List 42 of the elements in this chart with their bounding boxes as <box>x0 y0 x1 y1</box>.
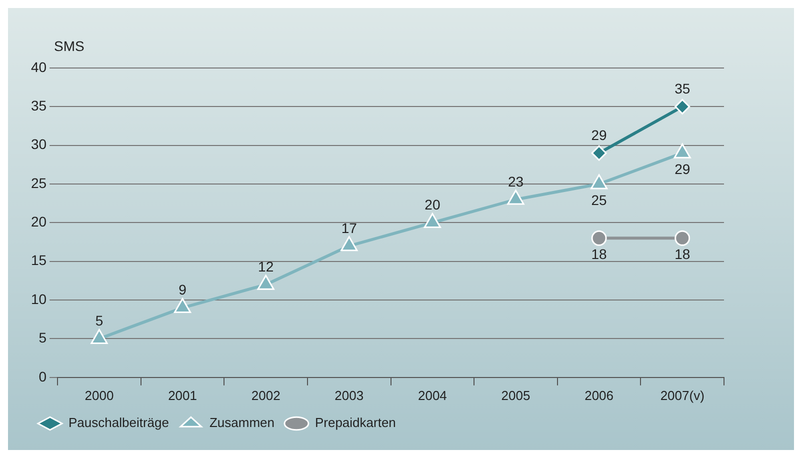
x-tick-label: 2000 <box>84 388 114 403</box>
data-label: 29 <box>674 160 690 177</box>
legend-label: Zusammen <box>209 415 274 430</box>
point <box>90 328 108 344</box>
y-tick-label: 30 <box>30 136 47 152</box>
x-tick-label: 2002 <box>251 388 280 403</box>
x-tick-label: 2003 <box>334 388 364 403</box>
y-tick-label: 20 <box>30 214 47 230</box>
data-label: 9 <box>178 282 187 298</box>
data-label: 35 <box>674 80 690 97</box>
y-axis-title: SMS <box>54 38 84 54</box>
point <box>340 236 358 252</box>
y-tick-label: 35 <box>30 98 47 114</box>
y-tick-label: 5 <box>38 330 47 346</box>
data-label: 18 <box>674 246 690 262</box>
data-label: 29 <box>591 126 608 143</box>
point <box>424 212 441 228</box>
data-label: 17 <box>341 220 358 236</box>
x-tick-label: 2005 <box>501 388 530 403</box>
y-tick-label: 40 <box>30 58 47 75</box>
y-tick-label: 15 <box>30 252 47 268</box>
x-tick-label: 2001 <box>168 388 197 403</box>
point <box>674 98 690 114</box>
data-label: 20 <box>424 196 440 213</box>
x-tick-label: 2004 <box>418 388 447 403</box>
x-tick-label: 2006 <box>584 388 614 403</box>
data-label: 5 <box>95 312 104 329</box>
data-label: 23 <box>508 173 524 190</box>
data-label: 18 <box>591 246 608 262</box>
legend-label: Prepaidkarten <box>314 415 396 430</box>
data-label: 12 <box>258 258 274 274</box>
point <box>507 190 524 205</box>
y-tick-label: 10 <box>30 290 47 307</box>
y-tick-label: 0 <box>38 368 47 384</box>
point <box>674 143 691 158</box>
data-label: 25 <box>591 192 608 208</box>
y-tick-label: 25 <box>30 174 47 191</box>
point <box>174 298 192 314</box>
x-tick-label: 2007(v) <box>660 388 704 403</box>
point <box>590 174 608 190</box>
legend-label: Pauschalbeiträge <box>68 415 169 430</box>
point <box>257 274 274 290</box>
